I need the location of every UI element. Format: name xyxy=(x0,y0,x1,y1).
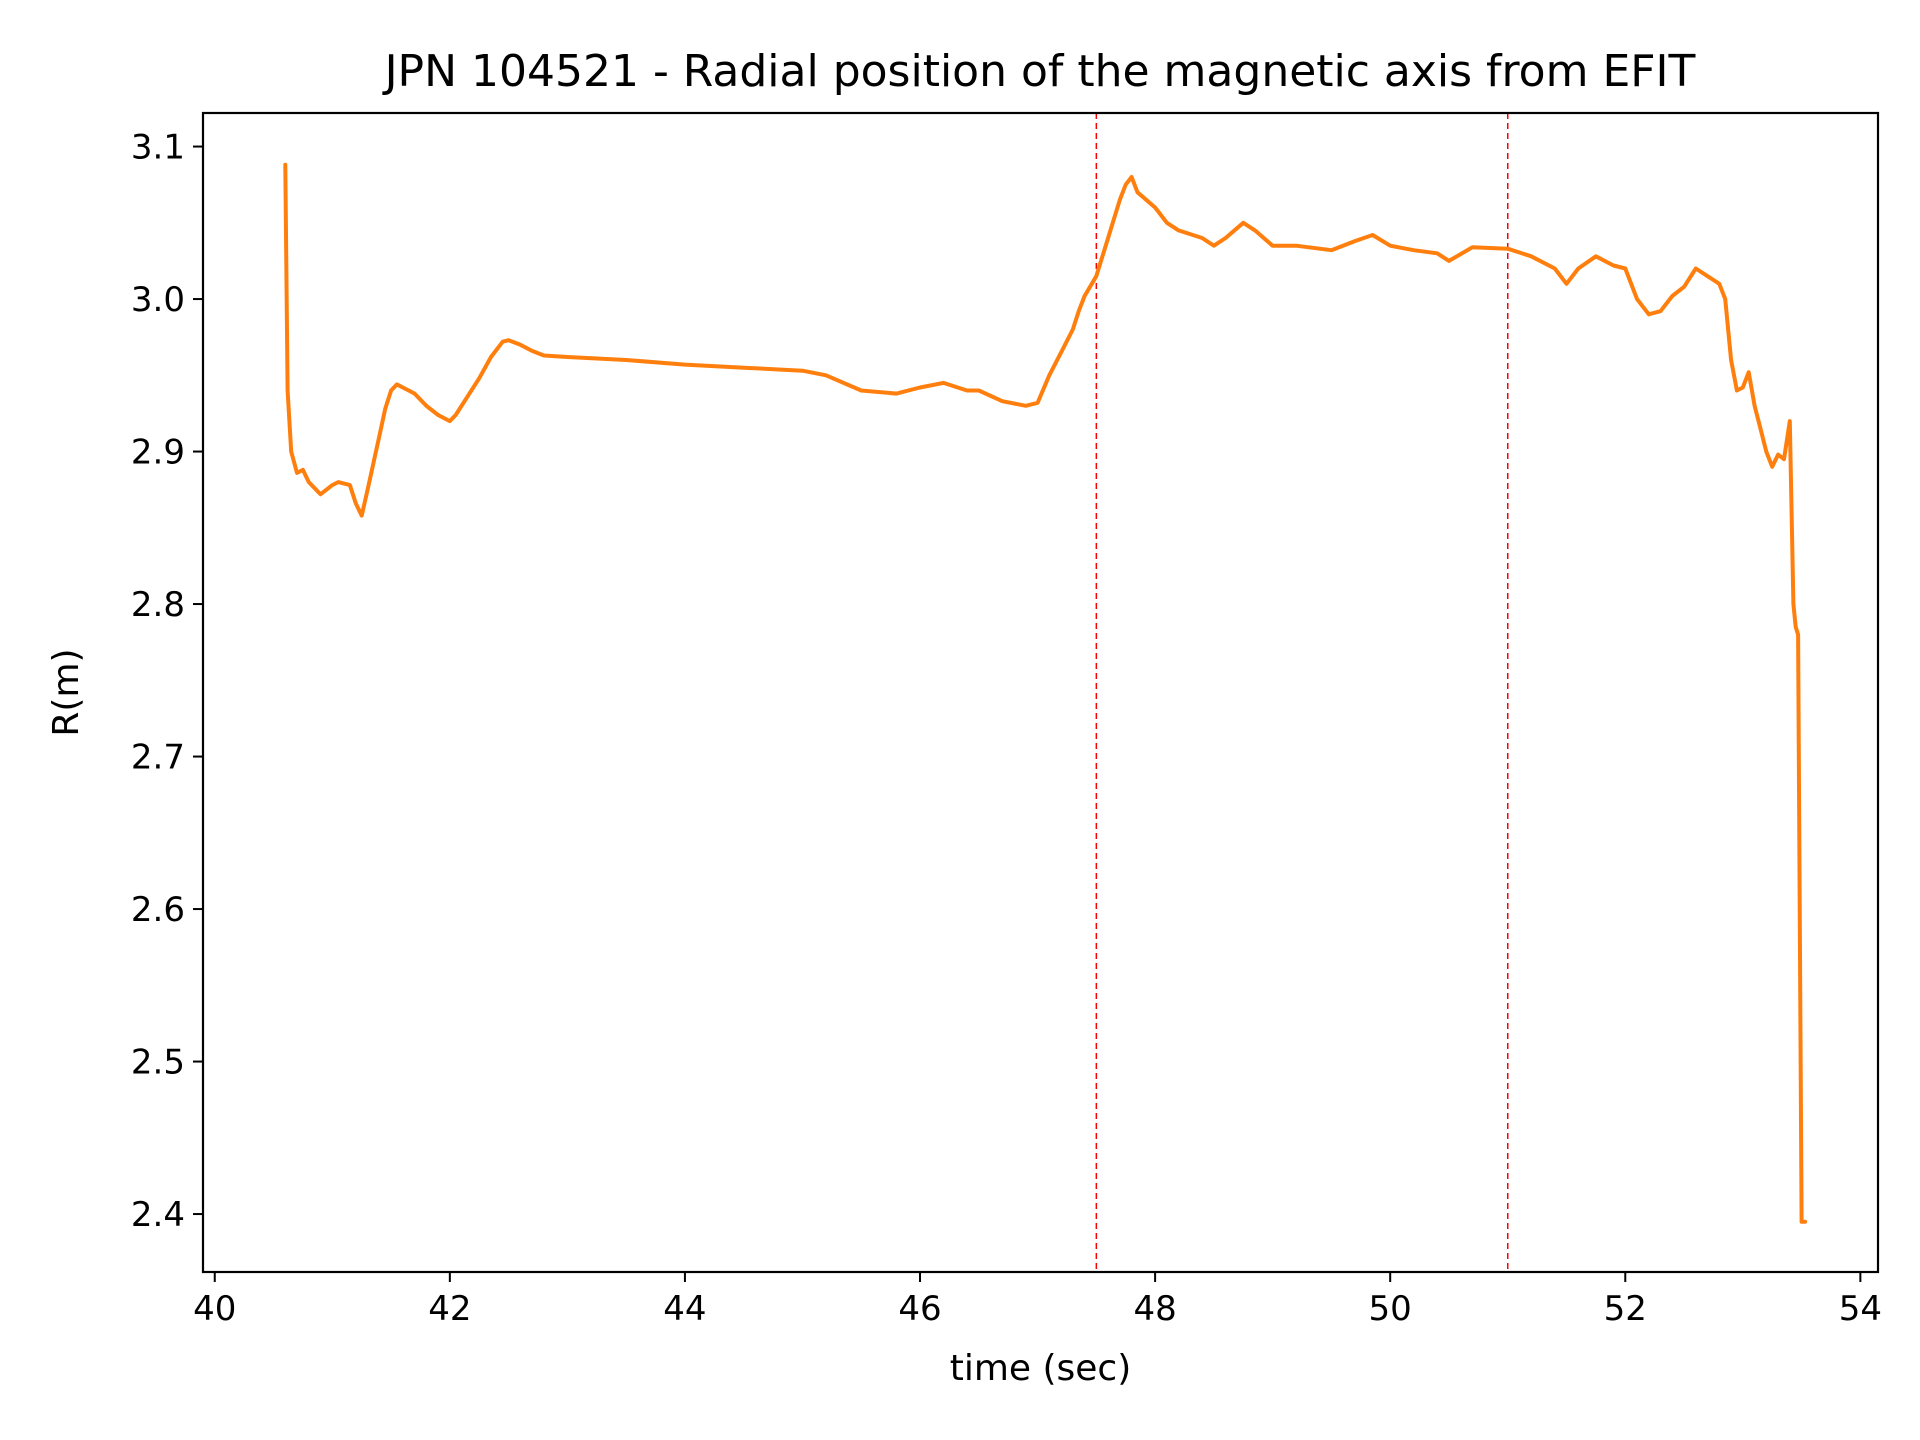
x-tick-label: 48 xyxy=(1133,1289,1176,1329)
y-tick-label: 2.9 xyxy=(131,433,185,473)
y-tick-label: 2.4 xyxy=(131,1195,185,1235)
x-tick-label: 42 xyxy=(428,1289,471,1329)
chart-title: JPN 104521 - Radial position of the magn… xyxy=(382,46,1696,97)
x-tick-label: 54 xyxy=(1839,1289,1882,1329)
x-tick-label: 50 xyxy=(1369,1289,1412,1329)
y-axis-label: R(m) xyxy=(46,648,87,736)
vertical-marker-layer xyxy=(1095,113,1509,1272)
y-tick-label: 3.1 xyxy=(131,128,185,168)
x-axis-ticks: 40 42 44 46 48 50 52 54 xyxy=(193,1272,1882,1329)
y-tick-label: 3.0 xyxy=(131,280,185,320)
plot-frame xyxy=(201,111,1880,1274)
x-tick-label: 46 xyxy=(898,1289,941,1329)
y-tick-label: 2.8 xyxy=(131,585,185,625)
y-tick-label: 2.5 xyxy=(131,1043,185,1083)
x-tick-label: 52 xyxy=(1604,1289,1647,1329)
y-axis-ticks: 2.4 2.5 2.6 2.7 2.8 2.9 3.0 3.1 xyxy=(131,128,203,1235)
x-tick-label: 40 xyxy=(193,1289,236,1329)
x-tick-label: 44 xyxy=(663,1289,706,1329)
x-axis-label: time (sec) xyxy=(950,1348,1132,1389)
series-layer xyxy=(283,162,1808,1224)
y-tick-label: 2.7 xyxy=(131,738,185,778)
y-tick-label: 2.6 xyxy=(131,890,185,930)
series-line xyxy=(283,162,1808,1224)
